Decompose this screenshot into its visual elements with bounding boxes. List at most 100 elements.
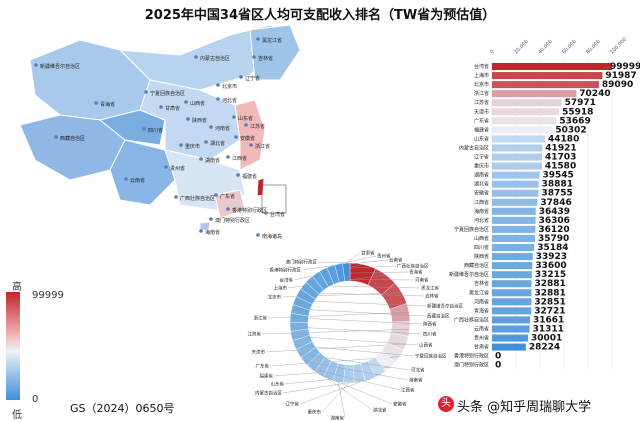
bar [492, 162, 542, 170]
map-label: 江苏省 [250, 123, 265, 130]
map-label: 内蒙古自治区 [200, 55, 230, 62]
map-label: 台湾省 [270, 211, 285, 218]
map-dot [232, 115, 236, 119]
donut-label: 重庆市 [308, 409, 322, 416]
map-label: 江西省 [232, 155, 247, 162]
donut-label: 海南省 [409, 377, 423, 384]
map-dot [184, 100, 188, 104]
map-label: 云南省 [130, 177, 145, 184]
bar [492, 280, 532, 288]
bar-category-label: 山东省 [474, 135, 489, 142]
bar-category-label: 内蒙古自治区 [459, 144, 489, 151]
map-dot [249, 143, 253, 147]
gs-note: GS（2024）0650号 [70, 402, 175, 415]
bar [492, 244, 535, 252]
bar-category-label: 浙江省 [474, 90, 489, 97]
donut-label: 西藏自治区 [427, 313, 450, 320]
bar-value-label: 33923 [536, 252, 567, 262]
map-dot [204, 140, 208, 144]
map-label: 西藏自治区 [60, 135, 85, 142]
map-label: 甘肃省 [165, 105, 180, 112]
region-east [234, 99, 266, 171]
donut-label: 北京市 [268, 294, 282, 301]
bar-category-label: 重庆市 [474, 163, 489, 170]
map-dot [209, 217, 213, 221]
map-label: 南海诸岛 [262, 233, 282, 240]
donut-label: 香港特别行政区 [270, 267, 302, 274]
bar [492, 253, 533, 261]
bar-value-label: 57971 [565, 98, 596, 108]
bar-value-label: 37846 [540, 198, 571, 208]
map-dot [236, 173, 240, 177]
map-label: 河南省 [215, 125, 230, 132]
bar-value-label: 32721 [534, 306, 565, 316]
bar-value-label: 70240 [579, 89, 610, 99]
donut-label: 青海省 [409, 269, 423, 276]
bar [492, 262, 533, 270]
bar-category-label: 台湾省 [474, 63, 489, 70]
donut-label: 安徽省 [393, 401, 407, 408]
region-hainan [199, 221, 211, 231]
donut-label: 宁夏回族自治区 [415, 353, 447, 360]
donut-label: 广东省 [256, 363, 270, 370]
legend-gradient [6, 292, 20, 400]
bar [492, 225, 536, 233]
bar [492, 189, 539, 197]
donut-leader-line [310, 368, 401, 391]
map-dot [239, 75, 243, 79]
bar-category-label: 黑龙江省 [469, 289, 489, 296]
donut-leader-line [294, 344, 415, 357]
map-dot [256, 37, 260, 41]
bar-value-label: 31311 [533, 324, 564, 334]
bar-value-label: 33215 [535, 270, 566, 280]
bar-category-label: 甘肃省 [474, 344, 489, 351]
legend-low-label: 低 [12, 410, 22, 421]
donut-leader-line [290, 317, 423, 325]
region-qinghai [98, 109, 166, 146]
donut-label: 广西壮族自治区 [397, 263, 429, 270]
x-tick-label: 0 [489, 49, 495, 55]
bar-category-label: 福建省 [474, 126, 489, 133]
bar-category-label: 辽宁省 [474, 154, 489, 161]
bar-value-label: 91987 [605, 71, 636, 81]
bar-value-label: 39545 [542, 171, 573, 181]
map-label: 湖北省 [210, 140, 225, 147]
map-label: 广西壮族自治区 [180, 195, 215, 202]
bar-value-label: 36439 [539, 207, 570, 217]
bar-value-label: 31661 [533, 315, 564, 325]
bar-category-label: 河南省 [474, 298, 489, 305]
map-dot [186, 117, 190, 121]
bar-value-label: 30001 [531, 334, 562, 344]
map-label: 山东省 [238, 115, 253, 122]
region-northeast [249, 24, 300, 81]
map-dot [226, 155, 230, 159]
bar-value-label: 28224 [529, 343, 560, 353]
bar [492, 108, 560, 116]
map-dot [164, 165, 168, 169]
map-dot [252, 55, 256, 59]
donut-slice [342, 262, 351, 282]
map-label: 吉林省 [258, 55, 273, 62]
donut-label: 湖北省 [373, 407, 387, 414]
toutiao-logo-icon: 头 [438, 396, 454, 412]
donut-label: 内蒙古自治区 [255, 390, 282, 397]
map-dot [264, 211, 268, 215]
bar-value-label: 36306 [539, 216, 570, 226]
bar-category-label: 北京市 [474, 81, 489, 88]
map-label: 香港特别行政区 [232, 207, 267, 214]
bar [492, 325, 530, 333]
map-label: 宁夏回族自治区 [150, 90, 185, 97]
bar-category-label: 安徽省 [474, 190, 489, 197]
bar-value-label: 38755 [542, 189, 573, 199]
map-dot [34, 63, 38, 67]
bar-value-label: 50302 [555, 125, 586, 135]
bar-category-label: 上海市 [474, 72, 489, 79]
map-dot [199, 157, 203, 161]
map-dot [159, 105, 163, 109]
donut-leader-line [299, 382, 360, 405]
donut-label: 台湾省 [280, 277, 294, 284]
page-title: 2025年中国34省区人均可支配收入排名（TW省为预估值） [144, 8, 496, 23]
donut-label: 甘肃省 [361, 250, 375, 257]
bar [492, 90, 577, 98]
